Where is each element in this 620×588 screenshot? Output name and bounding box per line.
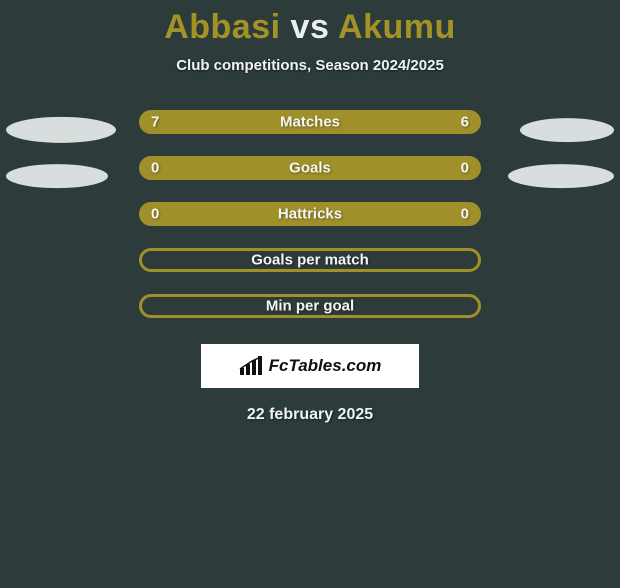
stat-left-value: 7 — [151, 114, 159, 131]
stat-label: Matches — [280, 114, 340, 131]
stat-row-goals-per-match: Goals per match — [0, 248, 620, 294]
comparison-title: Abbasi vs Akumu — [0, 8, 620, 47]
stat-right-value: 0 — [461, 160, 469, 177]
stat-label: Hattricks — [278, 206, 342, 223]
stat-left-value: 0 — [151, 160, 159, 177]
stats-area: 7 Matches 6 0 Goals 0 0 Hattricks 0 Goal… — [0, 110, 620, 340]
stat-label: Goals — [289, 160, 331, 177]
stat-pill-goals-per-match: Goals per match — [139, 248, 481, 272]
player-left-name: Abbasi — [164, 8, 280, 46]
ellipse-left-matches — [6, 117, 116, 143]
player-right-name: Akumu — [338, 8, 456, 46]
stat-label: Min per goal — [266, 298, 354, 315]
ellipse-right-goals — [508, 164, 614, 188]
stat-label: Goals per match — [251, 252, 369, 269]
source-logo-text: FcTables.com — [269, 356, 382, 376]
stat-right-value: 0 — [461, 206, 469, 223]
stat-pill-hattricks: 0 Hattricks 0 — [139, 202, 481, 226]
snapshot-date: 22 february 2025 — [0, 406, 620, 424]
vs-label: vs — [291, 8, 330, 46]
stat-right-value: 6 — [461, 114, 469, 131]
ellipse-left-goals — [6, 164, 108, 188]
stat-pill-min-per-goal: Min per goal — [139, 294, 481, 318]
stat-left-value: 0 — [151, 206, 159, 223]
comparison-subtitle: Club competitions, Season 2024/2025 — [0, 57, 620, 74]
stat-pill-goals: 0 Goals 0 — [139, 156, 481, 180]
stat-row-goals: 0 Goals 0 — [0, 156, 620, 202]
bars-icon — [239, 356, 265, 376]
source-logo-box: FcTables.com — [201, 344, 419, 388]
ellipse-right-matches — [520, 118, 614, 142]
stat-row-hattricks: 0 Hattricks 0 — [0, 202, 620, 248]
stat-pill-matches: 7 Matches 6 — [139, 110, 481, 134]
stat-row-matches: 7 Matches 6 — [0, 110, 620, 156]
stat-row-min-per-goal: Min per goal — [0, 294, 620, 340]
source-logo: FcTables.com — [239, 356, 382, 376]
